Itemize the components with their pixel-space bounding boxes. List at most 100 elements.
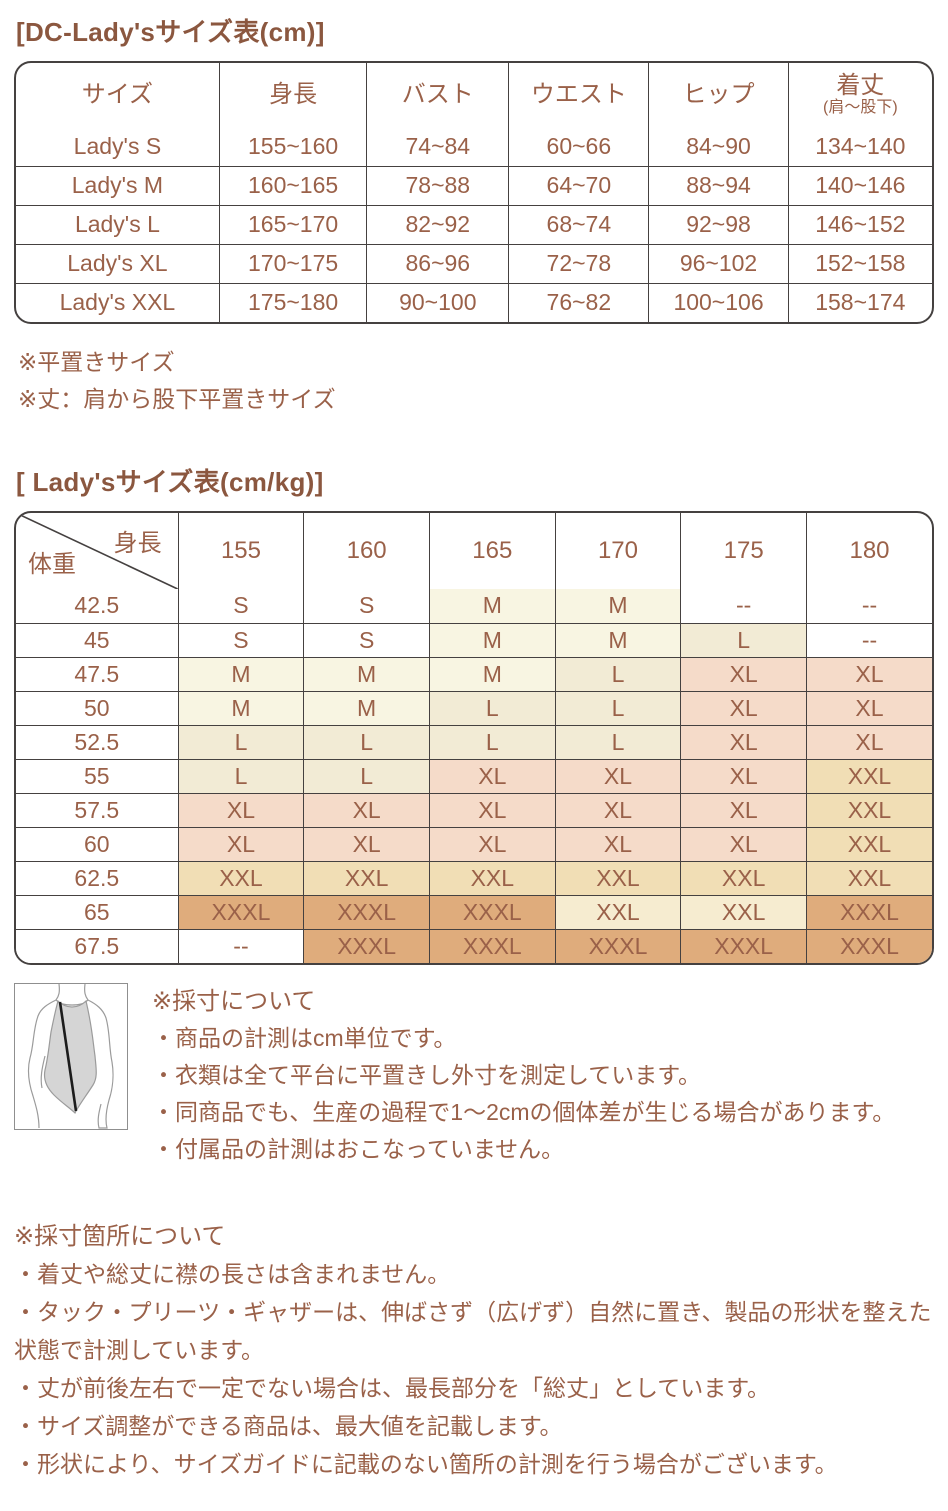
measurement-cell: 100~106 [648, 283, 789, 322]
measurement-cell: 140~146 [788, 166, 932, 206]
measurement-cell: 155~160 [219, 127, 368, 167]
weight-label-cell: 50 [16, 691, 179, 726]
note-line: ・付属品の計測はおこなっていません。 [152, 1136, 565, 1162]
recommended-size-cell: XXL [680, 861, 807, 896]
recommended-size-cell: S [303, 623, 430, 658]
recommended-size-cell: XXL [806, 793, 932, 828]
weight-row: 47.5 M M M L XL XL [16, 657, 932, 692]
measurement-cell: 175~180 [219, 283, 368, 322]
recommended-size-cell: M [303, 691, 430, 726]
recommended-size-cell: XL [806, 691, 932, 726]
size-row: Lady's S 155~160 74~84 60~66 84~90 134~140 [16, 127, 932, 167]
size-label-cell: Lady's XL [16, 244, 220, 284]
recommended-size-cell: XL [680, 793, 807, 828]
recommended-size-cell: M [429, 623, 556, 658]
measurement-cell: 76~82 [508, 283, 650, 322]
weight-label-cell: 57.5 [16, 793, 179, 828]
recommended-size-cell: XXL [555, 895, 682, 930]
measurement-notes-section: ※採寸について ・商品の計測はcm単位です。 ・衣類は全て平台に平置きし外寸を測… [14, 981, 934, 1168]
recommended-size-cell: XL [429, 827, 556, 862]
column-header-hip: ヒップ [648, 63, 789, 127]
height-column-header: 170 [555, 513, 682, 589]
dc-size-table-body: Lady's S 155~160 74~84 60~66 84~90 134~140 Lad… [16, 127, 932, 322]
weight-label-cell: 52.5 [16, 725, 179, 760]
recommended-size-cell: XXXL [429, 895, 556, 930]
matrix-table-body: 42.5 S S M M -- -- 45 S S M M L -- 47.5 M M M L XL XL 50 M M L L X… [16, 589, 932, 963]
height-column-header: 175 [680, 513, 807, 589]
weight-label-cell: 45 [16, 623, 179, 658]
column-header-length-sub: (肩～股下) [822, 99, 898, 117]
column-header-height: 身長 [219, 63, 368, 127]
recommended-size-cell: XXXL [429, 929, 556, 963]
measurement-cell: 84~90 [648, 127, 789, 167]
dc-size-table-title: [DC-Lady'sサイズ表(cm)] [16, 17, 325, 47]
measurement-notes: ※採寸について ・商品の計測はcm単位です。 ・衣類は全て平台に平置きし外寸を測… [152, 981, 895, 1168]
recommended-size-cell: XL [555, 759, 682, 794]
dc-size-table-footnotes: ※平置きサイズ ※丈：肩から股下平置きサイズ [18, 344, 934, 418]
dc-size-table: サイズ 身長 バスト ウエスト ヒップ 着丈 (肩～股下) Lady's S 15… [16, 63, 932, 322]
size-label-cell: Lady's M [16, 166, 220, 206]
recommended-size-cell: XL [429, 759, 556, 794]
leotard-measurement-diagram [14, 983, 128, 1130]
recommended-size-cell: XXL [806, 861, 932, 896]
recommended-size-cell: L [429, 691, 556, 726]
measurement-cell: 134~140 [788, 127, 932, 167]
location-notes-heading: ※採寸箇所について [14, 1223, 226, 1250]
recommended-size-cell: L [303, 725, 430, 760]
corner-label-weight: 体重 [28, 551, 76, 578]
recommended-size-cell: XL [680, 725, 807, 760]
measurement-cell: 78~88 [366, 166, 510, 206]
measurement-cell: 88~94 [648, 166, 789, 206]
note-line: ・着丈や総丈に襟の長さは含まれません。 [14, 1261, 451, 1287]
size-row: Lady's L 165~170 82~92 68~74 92~98 146~152 [16, 205, 932, 245]
recommended-size-cell: XL [680, 691, 807, 726]
size-label-cell: Lady's XXL [16, 283, 220, 322]
measurement-location-section: ※採寸箇所について ・着丈や総丈に襟の長さは含まれません。 ・タック・プリーツ・… [14, 1216, 934, 1483]
height-column-header: 165 [429, 513, 556, 589]
recommended-size-cell: S [303, 589, 430, 624]
weight-label-cell: 55 [16, 759, 179, 794]
recommended-size-cell: M [178, 657, 305, 692]
measurement-cell: 146~152 [788, 205, 932, 245]
recommended-size-cell: XL [806, 725, 932, 760]
measurement-cell: 68~74 [508, 205, 650, 245]
recommended-size-cell: XXXL [178, 895, 305, 930]
recommended-size-cell: XL [680, 759, 807, 794]
measurement-cell: 152~158 [788, 244, 932, 284]
weight-row: 52.5 L L L L XL XL [16, 725, 932, 760]
note-line: ・同商品でも、生産の過程で1～2cmの個体差が生じる場合があります。 [152, 1099, 896, 1125]
recommended-size-cell: -- [806, 589, 932, 624]
leotard-figure-icon [27, 983, 114, 1129]
recommended-size-cell: XL [303, 793, 430, 828]
recommended-size-cell: XL [555, 827, 682, 862]
measurement-cell: 90~100 [366, 283, 510, 322]
recommended-size-cell: XXXL [806, 895, 932, 930]
recommended-size-cell: -- [806, 623, 932, 658]
dc-size-table-wrapper: サイズ 身長 バスト ウエスト ヒップ 着丈 (肩～股下) Lady's S 15… [14, 61, 934, 324]
recommended-size-cell: XXL [680, 895, 807, 930]
dc-size-table-header-row: サイズ 身長 バスト ウエスト ヒップ 着丈 (肩～股下) [16, 63, 932, 127]
matrix-header-row: 身長 体重 155 160 165 170 175 180 [16, 513, 932, 589]
recommended-size-cell: M [303, 657, 430, 692]
measurement-cell: 74~84 [366, 127, 510, 167]
recommended-size-cell: XXXL [555, 929, 682, 963]
matrix-table-title: [ Lady'sサイズ表(cm/kg)] [16, 467, 324, 497]
recommended-size-cell: XL [178, 793, 305, 828]
recommended-size-cell: XL [429, 793, 556, 828]
weight-row: 55 L L XL XL XL XXL [16, 759, 932, 794]
weight-row: 57.5 XL XL XL XL XL XXL [16, 793, 932, 828]
note-line: ・丈が前後左右で一定でない場合は、最長部分を「総丈」としています。 [14, 1375, 771, 1401]
recommended-size-cell: L [178, 725, 305, 760]
weight-row: 42.5 S S M M -- -- [16, 589, 932, 624]
recommended-size-cell: XXL [806, 827, 932, 862]
recommended-size-cell: M [429, 589, 556, 624]
recommended-size-cell: L [178, 759, 305, 794]
height-column-header: 155 [178, 513, 305, 589]
recommended-size-cell: XL [680, 827, 807, 862]
recommended-size-cell: XXXL [303, 929, 430, 963]
recommended-size-cell: XL [806, 657, 932, 692]
recommended-size-cell: XXXL [806, 929, 932, 963]
recommended-size-cell: L [555, 725, 682, 760]
size-label-cell: Lady's S [16, 127, 220, 167]
